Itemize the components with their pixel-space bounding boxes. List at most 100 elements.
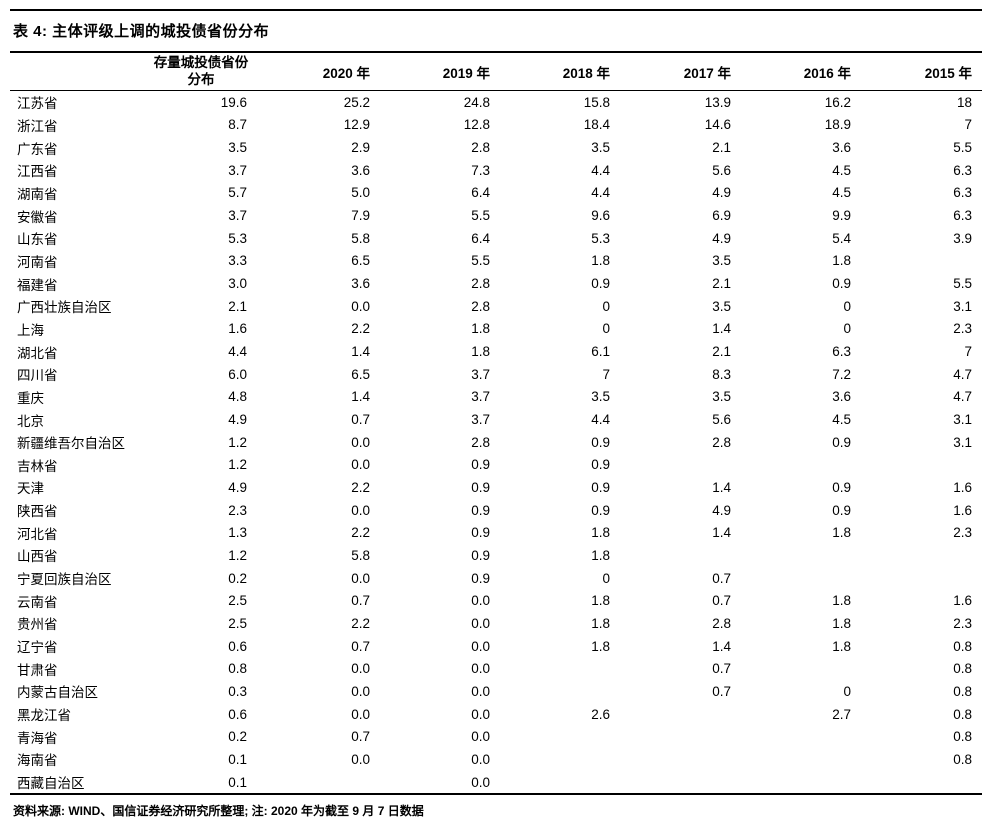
value-cell-stock: 0.6 — [228, 638, 247, 654]
value-cell-2020: 5.8 — [351, 547, 370, 563]
value-cell-stock: 1.6 — [228, 321, 247, 337]
value-cell-2019: 7.3 — [471, 162, 490, 178]
value-cell-2015: 5.5 — [953, 276, 972, 292]
value-cell-2020: 0.7 — [351, 412, 370, 428]
table-row: 河南省 3.3 6.5 5.5 1.8 3.5 1.8 — [10, 250, 982, 273]
province-cell: 广东省 — [17, 141, 58, 157]
table-body: 江苏省 19.6 25.2 24.8 15.8 13.9 16.2 18 浙江省… — [10, 91, 982, 795]
value-cell-2018: 9.6 — [591, 208, 610, 224]
value-cell-2020: 1.4 — [351, 344, 370, 360]
value-cell-2018 — [500, 657, 620, 680]
value-cell-2019: 5.5 — [471, 253, 490, 269]
value-cell-2017 — [620, 771, 741, 795]
value-cell-stock: 3.5 — [228, 140, 247, 156]
value-cell-stock: 3.3 — [228, 253, 247, 269]
table-row: 贵州省 2.5 2.2 0.0 1.8 2.8 1.8 2.3 — [10, 612, 982, 635]
value-cell-2018: 0 — [602, 321, 610, 337]
value-cell-2020: 0.0 — [351, 751, 370, 767]
value-cell-2016: 1.8 — [832, 638, 851, 654]
table-row: 河北省 1.3 2.2 0.9 1.8 1.4 1.8 2.3 — [10, 521, 982, 544]
value-cell-2017: 4.9 — [712, 502, 731, 518]
value-cell-2018: 3.5 — [591, 389, 610, 405]
value-cell-2017 — [620, 544, 741, 567]
value-cell-2016: 6.3 — [832, 344, 851, 360]
value-cell-2017: 3.5 — [712, 389, 731, 405]
value-cell-2019: 2.8 — [471, 298, 490, 314]
value-cell-2020: 25.2 — [343, 94, 370, 110]
province-cell: 湖北省 — [17, 345, 58, 361]
value-cell-2015 — [861, 544, 982, 567]
value-cell-2017: 5.6 — [712, 162, 731, 178]
table-title: 表 4: 主体评级上调的城投债省份分布 — [13, 23, 270, 40]
value-cell-2019: 0.9 — [471, 457, 490, 473]
value-cell-2019: 12.8 — [463, 117, 490, 133]
value-cell-stock: 4.9 — [228, 412, 247, 428]
table-row: 海南省 0.1 0.0 0.0 0.8 — [10, 748, 982, 771]
value-cell-2017: 2.8 — [712, 434, 731, 450]
table-row: 天津 4.9 2.2 0.9 0.9 1.4 0.9 1.6 — [10, 476, 982, 499]
value-cell-2019: 0.0 — [471, 683, 490, 699]
column-header-stock-distribution: 存量城投债省份 分布 — [145, 52, 257, 91]
column-header-2017: 2017 年 — [620, 52, 741, 91]
value-cell-2017: 0.7 — [712, 661, 731, 677]
value-cell-2018: 0.9 — [591, 276, 610, 292]
value-cell-2019: 3.7 — [471, 389, 490, 405]
table-row: 湖南省 5.7 5.0 6.4 4.4 4.9 4.5 6.3 — [10, 182, 982, 205]
value-cell-2019: 2.8 — [471, 434, 490, 450]
value-cell-2020: 3.6 — [351, 276, 370, 292]
value-cell-2018: 15.8 — [583, 94, 610, 110]
value-cell-2020: 0.0 — [351, 661, 370, 677]
header-row: 存量城投债省份 分布 2020 年 2019 年 2018 年 2017 年 2… — [10, 52, 982, 91]
table-row: 广西壮族自治区 2.1 0.0 2.8 0 3.5 0 3.1 — [10, 295, 982, 318]
value-cell-2015: 6.3 — [953, 185, 972, 201]
table-row: 江西省 3.7 3.6 7.3 4.4 5.6 4.5 6.3 — [10, 159, 982, 182]
value-cell-stock: 19.6 — [220, 94, 247, 110]
value-cell-2015: 7 — [964, 344, 972, 360]
value-cell-2018: 0.9 — [591, 502, 610, 518]
value-cell-stock: 1.2 — [228, 547, 247, 563]
value-cell-2015: 0.8 — [953, 729, 972, 745]
value-cell-2018: 1.8 — [591, 593, 610, 609]
table-row: 云南省 2.5 0.7 0.0 1.8 0.7 1.8 1.6 — [10, 589, 982, 612]
province-cell: 贵州省 — [17, 617, 58, 633]
province-cell: 吉林省 — [17, 458, 58, 474]
value-cell-2020: 12.9 — [343, 117, 370, 133]
value-cell-2020: 2.2 — [351, 321, 370, 337]
value-cell-stock: 3.7 — [228, 208, 247, 224]
province-cell: 海南省 — [17, 753, 58, 769]
value-cell-2018: 1.8 — [591, 253, 610, 269]
value-cell-2017: 13.9 — [704, 94, 731, 110]
value-cell-2018: 3.5 — [591, 140, 610, 156]
value-cell-2020: 6.5 — [351, 253, 370, 269]
table-row: 广东省 3.5 2.9 2.8 3.5 2.1 3.6 5.5 — [10, 136, 982, 159]
value-cell-2017: 0.7 — [712, 593, 731, 609]
value-cell-2016: 1.8 — [832, 615, 851, 631]
value-cell-2016: 0.9 — [832, 479, 851, 495]
value-cell-2017: 5.6 — [712, 412, 731, 428]
province-cell: 陕西省 — [17, 504, 58, 520]
value-cell-2018: 1.8 — [591, 615, 610, 631]
table-row: 陕西省 2.3 0.0 0.9 0.9 4.9 0.9 1.6 — [10, 499, 982, 522]
value-cell-stock: 0.3 — [228, 683, 247, 699]
province-cell: 辽宁省 — [17, 640, 58, 656]
value-cell-2015: 0.8 — [953, 661, 972, 677]
column-header-2018: 2018 年 — [500, 52, 620, 91]
value-cell-2020: 2.9 — [351, 140, 370, 156]
value-cell-2017: 2.1 — [712, 140, 731, 156]
value-cell-stock: 2.5 — [228, 615, 247, 631]
stock-header-line2: 分布 — [187, 71, 215, 87]
value-cell-stock: 3.7 — [228, 162, 247, 178]
province-cell: 宁夏回族自治区 — [17, 572, 112, 588]
value-cell-2016: 1.8 — [832, 525, 851, 541]
top-rule — [10, 9, 982, 11]
value-cell-2019: 0.0 — [471, 638, 490, 654]
value-cell-2016: 0.9 — [832, 502, 851, 518]
value-cell-2018 — [500, 680, 620, 703]
value-cell-2016: 4.5 — [832, 412, 851, 428]
value-cell-2020: 0.0 — [351, 298, 370, 314]
value-cell-2017: 1.4 — [712, 479, 731, 495]
province-cell: 浙江省 — [17, 118, 58, 134]
value-cell-2015: 0.8 — [953, 751, 972, 767]
value-cell-2020: 5.0 — [351, 185, 370, 201]
